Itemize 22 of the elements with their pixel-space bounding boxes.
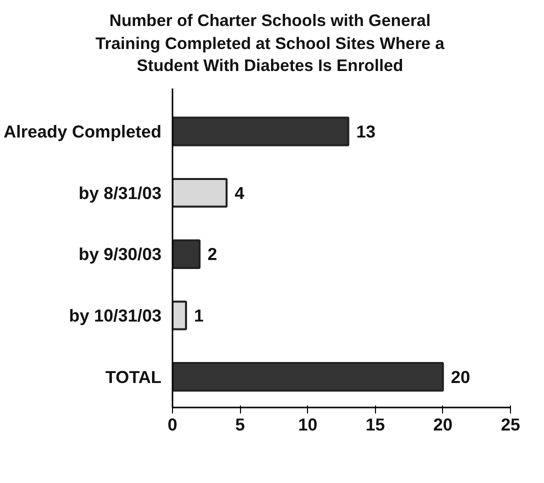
y-tick-label: Already Completed — [4, 120, 162, 141]
x-tick-label: 5 — [235, 414, 246, 434]
data-label: 13 — [356, 120, 376, 141]
data-label: 2 — [208, 244, 218, 264]
bar — [172, 238, 201, 268]
x-tick-label: 10 — [298, 414, 318, 434]
x-tick-label: 25 — [500, 414, 520, 434]
x-tick-label: 15 — [366, 414, 386, 434]
bar — [172, 300, 188, 330]
bar — [172, 116, 350, 146]
data-label: 20 — [450, 366, 470, 386]
bar — [172, 177, 228, 208]
x-tick-label: 20 — [433, 414, 453, 434]
chart-title: Number of Charter Schools with General Training Completed at School Sites Where a Student With Diabetes Is Enrolled — [94, 10, 446, 77]
y-tick-label: by 10/31/03 — [69, 304, 162, 325]
y-tick-label: TOTAL — [105, 366, 162, 386]
bar — [172, 362, 444, 392]
y-tick-label: by 9/30/03 — [78, 244, 162, 264]
data-label: 1 — [194, 304, 204, 325]
y-tick-label: by 8/31/03 — [78, 182, 162, 202]
x-tick-label: 0 — [168, 414, 178, 434]
data-label: 4 — [234, 182, 245, 202]
